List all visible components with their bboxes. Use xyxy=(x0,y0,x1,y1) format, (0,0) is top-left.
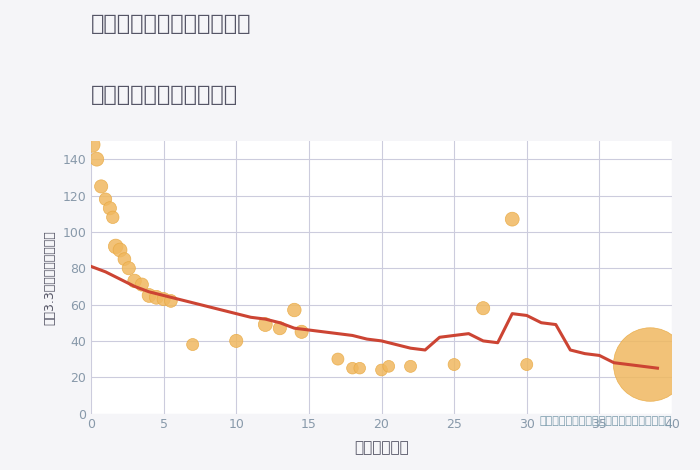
Point xyxy=(231,337,242,345)
Point xyxy=(346,364,358,372)
Point xyxy=(150,294,162,301)
X-axis label: 築年数（年）: 築年数（年） xyxy=(354,440,409,455)
Point xyxy=(521,361,532,368)
Point xyxy=(383,362,394,370)
Text: 兵庫県加古郡播磨町古宮の: 兵庫県加古郡播磨町古宮の xyxy=(91,14,251,34)
Point xyxy=(114,246,126,254)
Point xyxy=(289,306,300,314)
Point xyxy=(260,321,271,329)
Point xyxy=(376,366,387,374)
Point xyxy=(136,281,148,288)
Point xyxy=(87,141,98,149)
Point xyxy=(354,364,365,372)
Y-axis label: 坪（3.3㎡）単価（万円）: 坪（3.3㎡）単価（万円） xyxy=(43,230,57,325)
Point xyxy=(110,243,121,250)
Point xyxy=(296,328,307,336)
Point xyxy=(104,204,116,212)
Point xyxy=(158,295,169,303)
Point xyxy=(507,215,518,223)
Text: 築年数別中古戸建て価格: 築年数別中古戸建て価格 xyxy=(91,85,238,105)
Point xyxy=(129,277,140,285)
Point xyxy=(449,361,460,368)
Point xyxy=(144,292,155,299)
Point xyxy=(165,297,176,305)
Text: 円の大きさは、取引のあった物件面積を示す: 円の大きさは、取引のあった物件面積を示す xyxy=(540,416,672,426)
Point xyxy=(274,324,286,332)
Point xyxy=(100,196,111,203)
Point xyxy=(477,305,489,312)
Point xyxy=(107,213,118,221)
Point xyxy=(332,355,344,363)
Point xyxy=(645,361,656,368)
Point xyxy=(96,183,107,190)
Point xyxy=(187,341,198,348)
Point xyxy=(405,362,416,370)
Point xyxy=(91,156,102,163)
Point xyxy=(119,255,130,263)
Point xyxy=(123,265,134,272)
